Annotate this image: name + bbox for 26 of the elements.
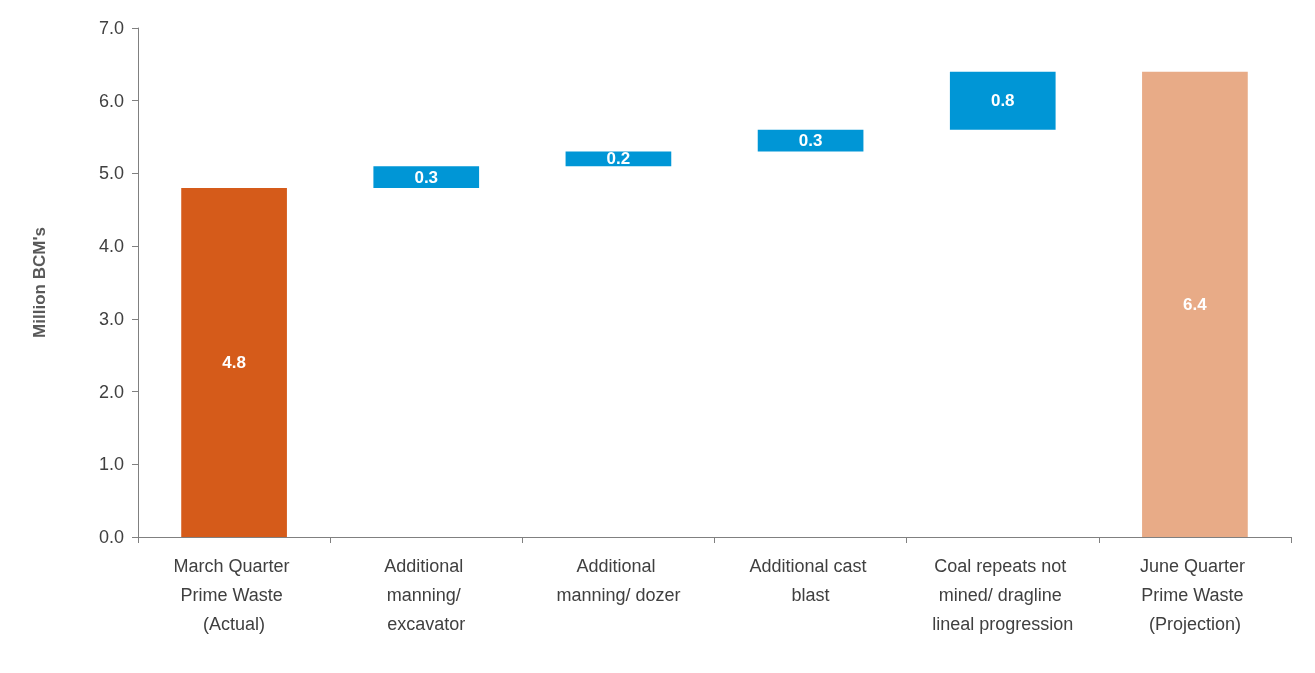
x-tick-label: March Quarter Prime Waste (Actual) <box>173 555 295 634</box>
bar <box>181 187 287 537</box>
x-tick-label: Additional cast blast <box>749 555 872 605</box>
data-label: 4.8 <box>222 352 246 372</box>
y-tick-label: 4.0 <box>98 236 124 257</box>
y-tick-label: 6.0 <box>98 90 124 111</box>
data-label: 0.3 <box>414 167 439 187</box>
y-axis-title: Million BCM's <box>30 227 49 338</box>
y-tick-label: 1.0 <box>98 454 124 475</box>
y-tick-label: 2.0 <box>98 381 124 402</box>
x-tick-label: Additional manning/ dozer <box>556 555 681 605</box>
bar <box>1142 71 1248 537</box>
data-label: 0.3 <box>798 131 823 151</box>
data-label: 6.4 <box>1183 294 1208 314</box>
x-tick-label: June Quarter Prime Waste (Projection) <box>1139 555 1250 634</box>
y-tick-label: 0.0 <box>98 527 124 547</box>
bar <box>757 129 864 152</box>
x-tick-label: Coal repeats not mined/ dragline lineal progression <box>932 555 1074 634</box>
bar <box>949 71 1056 130</box>
y-tick-label: 5.0 <box>98 163 124 184</box>
data-label: 0.2 <box>606 149 631 169</box>
bar <box>373 166 480 188</box>
y-tick-label: 3.0 <box>98 308 124 329</box>
y-tick-label: 7.0 <box>98 18 124 38</box>
data-label: 0.8 <box>990 91 1015 111</box>
x-tick-label: Additional manning/ excavator <box>384 555 469 634</box>
